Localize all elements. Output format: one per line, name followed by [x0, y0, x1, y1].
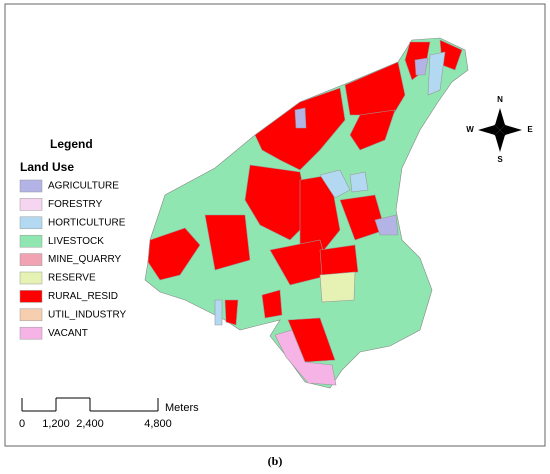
map: [144, 37, 469, 389]
compass-east: E: [527, 125, 533, 134]
legend-swatch: [19, 198, 43, 211]
legend-subtitle: Land Use: [20, 160, 74, 174]
legend-swatch: [19, 290, 43, 303]
legend-swatch: [19, 179, 43, 193]
scale-label: 2,400: [76, 418, 104, 430]
vacant-parcel: [274, 329, 337, 386]
reserve-parcel: [319, 271, 356, 303]
legend-title: Legend: [50, 137, 93, 151]
horticulture-parcels: [214, 51, 446, 326]
compass-south: S: [497, 155, 503, 164]
legend-swatch: [19, 234, 43, 248]
compass: N S W E: [466, 95, 533, 164]
scale-label: 1,200: [42, 418, 70, 430]
legend-label: FORESTRY: [48, 199, 103, 210]
scale-unit: Meters: [165, 402, 199, 414]
legend-swatch: [19, 326, 43, 340]
legend-swatch: [19, 253, 43, 266]
agriculture-parcels: [294, 57, 429, 236]
legend-label: VACANT: [48, 328, 88, 339]
legend-swatch: [19, 216, 43, 230]
scale-label: 4,800: [144, 418, 172, 430]
legend-swatch: [19, 308, 43, 322]
compass-north: N: [497, 95, 503, 104]
legend-label: HORTICULTURE: [48, 217, 126, 228]
legend-label: RESERVE: [48, 273, 96, 284]
scale-bar: 0 1,200 2,400 4,800 Meters: [19, 397, 199, 430]
legend-label: RURAL_RESID: [48, 291, 118, 302]
legend-swatch: [19, 271, 43, 285]
legend-label: MINE_QUARRY: [48, 254, 121, 265]
legend-label: UTIL_INDUSTRY: [48, 309, 126, 320]
scale-label: 0: [19, 418, 25, 430]
legend: Legend Land Use AGRICULTURE FORESTRY HORTICU…: [19, 137, 126, 340]
compass-west: W: [466, 125, 474, 134]
legend-label: AGRICULTURE: [48, 181, 119, 192]
legend-label: LIVESTOCK: [48, 236, 104, 247]
caption: (b): [268, 454, 283, 468]
